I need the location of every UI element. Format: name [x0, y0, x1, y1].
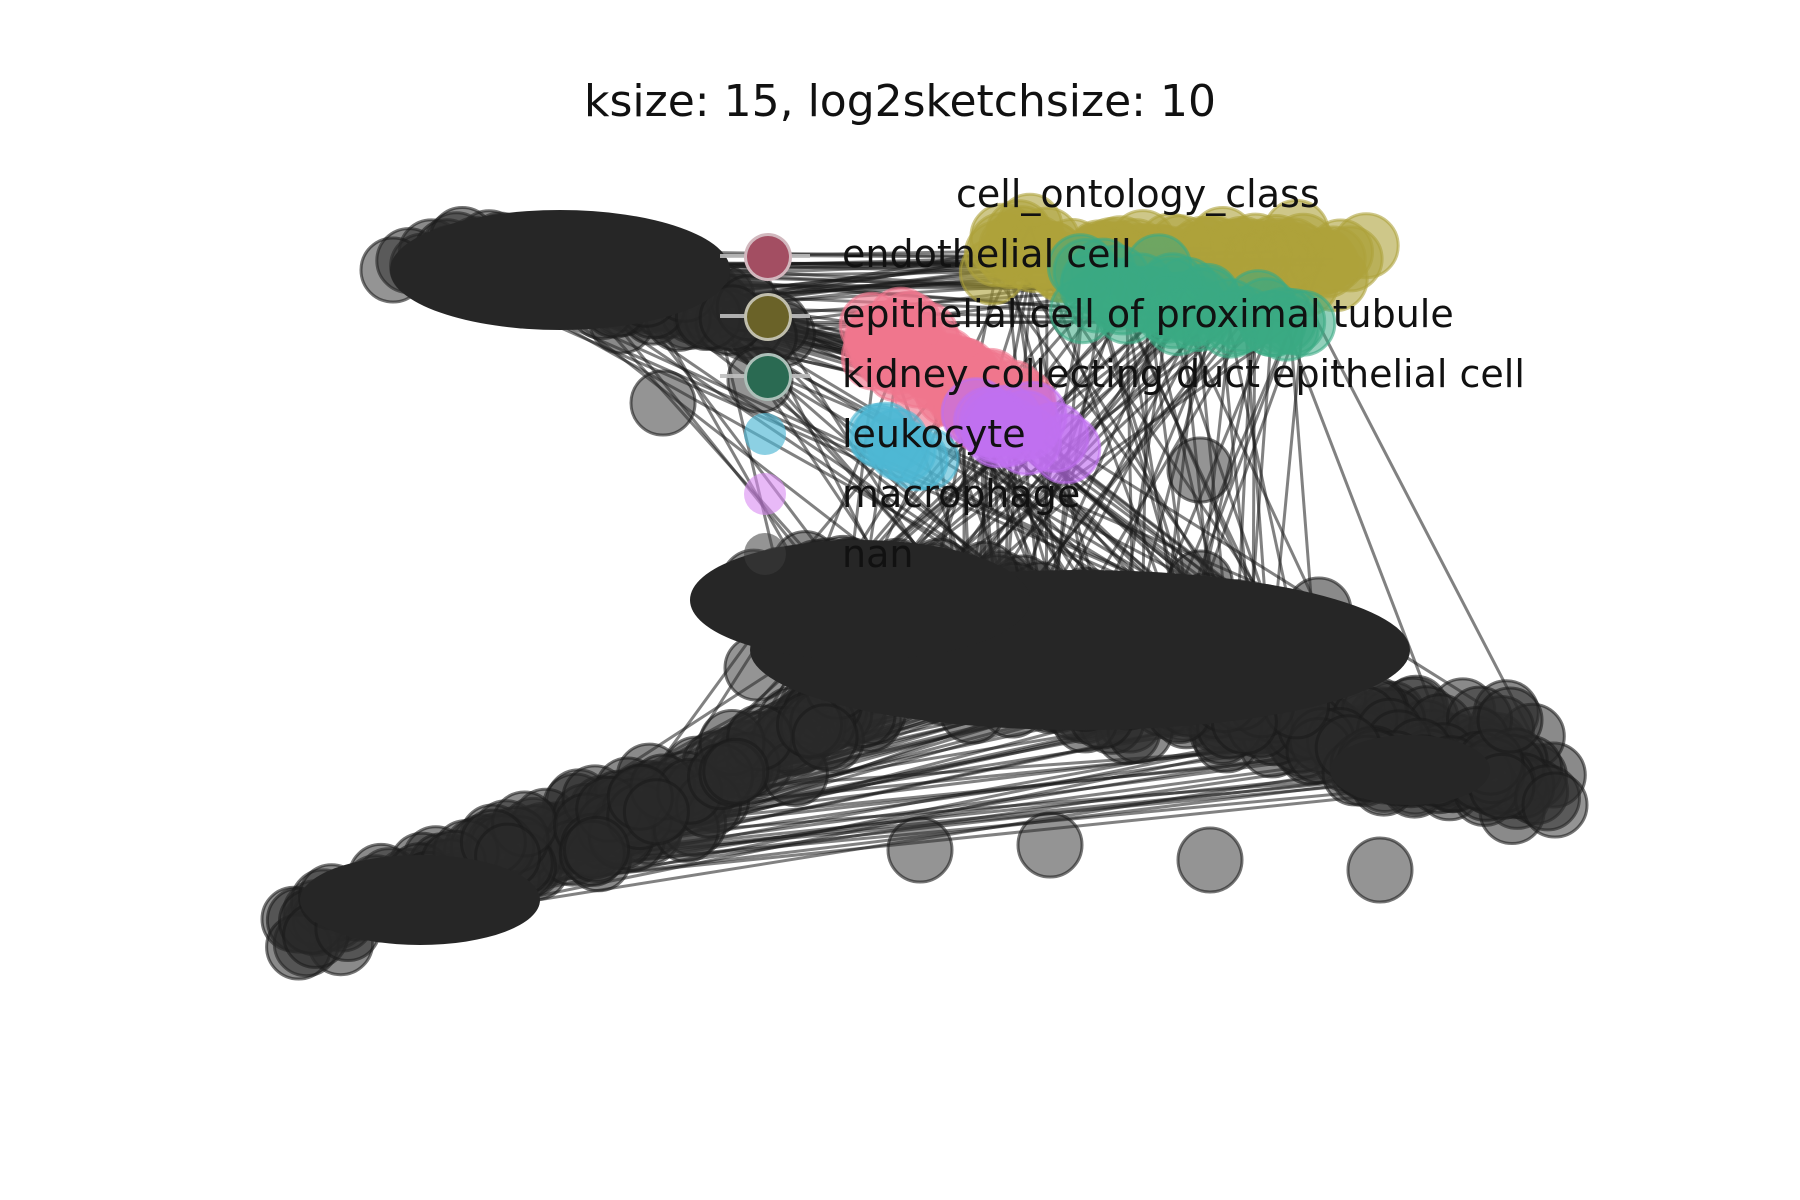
- nan-node: [1521, 771, 1589, 839]
- nan-node: [1476, 686, 1544, 754]
- legend-entry-macrophage: macrophage: [700, 470, 1600, 520]
- nan-cluster-core: [1330, 735, 1490, 805]
- colored-nodes-layer: [838, 192, 1400, 492]
- nan-node: [629, 369, 697, 437]
- legend-marker-endothelial-cell: [744, 233, 792, 281]
- nan-node: [1166, 436, 1234, 504]
- legend-label: nan: [842, 532, 914, 576]
- legend-label: macrophage: [842, 472, 1081, 516]
- collecting-duct-node: [1136, 273, 1203, 340]
- nan-node: [563, 815, 630, 883]
- graph-title: ksize: 15, log2sketchsize: 10: [584, 76, 1216, 127]
- edge: [1271, 323, 1305, 637]
- nan-cluster-core: [300, 855, 540, 945]
- legend-marker-epithelial-proximal: [744, 293, 792, 341]
- legend-entry-epithelial-cell-of-proximal-tubule: epithelial cell of proximal tubule: [700, 290, 1600, 341]
- legend-label: leukocyte: [842, 412, 1026, 456]
- legend-entry-kidney-collecting-duct: kidney collecting duct epithelial cell: [700, 350, 1600, 401]
- nan-node: [1176, 826, 1244, 894]
- epithelial-proximal-node: [1299, 225, 1367, 293]
- nan-node: [702, 737, 770, 805]
- legend-title: cell_ontology_class: [956, 172, 1320, 216]
- collecting-duct-node: [1052, 238, 1120, 306]
- leukocyte-node: [853, 401, 917, 465]
- legend-entry-nan: nan: [700, 530, 1600, 580]
- nan-node: [791, 703, 859, 771]
- nan-node: [886, 816, 954, 884]
- nan-node: [622, 778, 690, 846]
- edge: [601, 305, 818, 574]
- legend-marker-macrophage: [744, 473, 786, 515]
- endothelial-node: [862, 298, 930, 366]
- legend-marker-leukocyte: [744, 413, 786, 455]
- legend-entry-endothelial-cell: endothelial cell: [700, 230, 1600, 281]
- legend-label: endothelial cell: [842, 232, 1132, 276]
- legend: cell_ontology_class endothelial cell epi…: [700, 172, 1600, 612]
- collecting-duct-node: [1252, 294, 1320, 362]
- nan-nodes-layer: [260, 206, 1589, 981]
- nan-cluster-core: [390, 210, 730, 330]
- macrophage-node: [953, 386, 1024, 458]
- nan-node: [1346, 836, 1414, 904]
- legend-label: epithelial cell of proximal tubule: [842, 292, 1454, 336]
- nan-node: [1016, 811, 1084, 879]
- legend-entry-leukocyte: leukocyte: [700, 410, 1600, 460]
- epithelial-proximal-node: [996, 192, 1064, 260]
- legend-marker-collecting-duct: [744, 353, 792, 401]
- legend-label: kidney collecting duct epithelial cell: [842, 352, 1525, 396]
- legend-marker-nan: [744, 533, 786, 575]
